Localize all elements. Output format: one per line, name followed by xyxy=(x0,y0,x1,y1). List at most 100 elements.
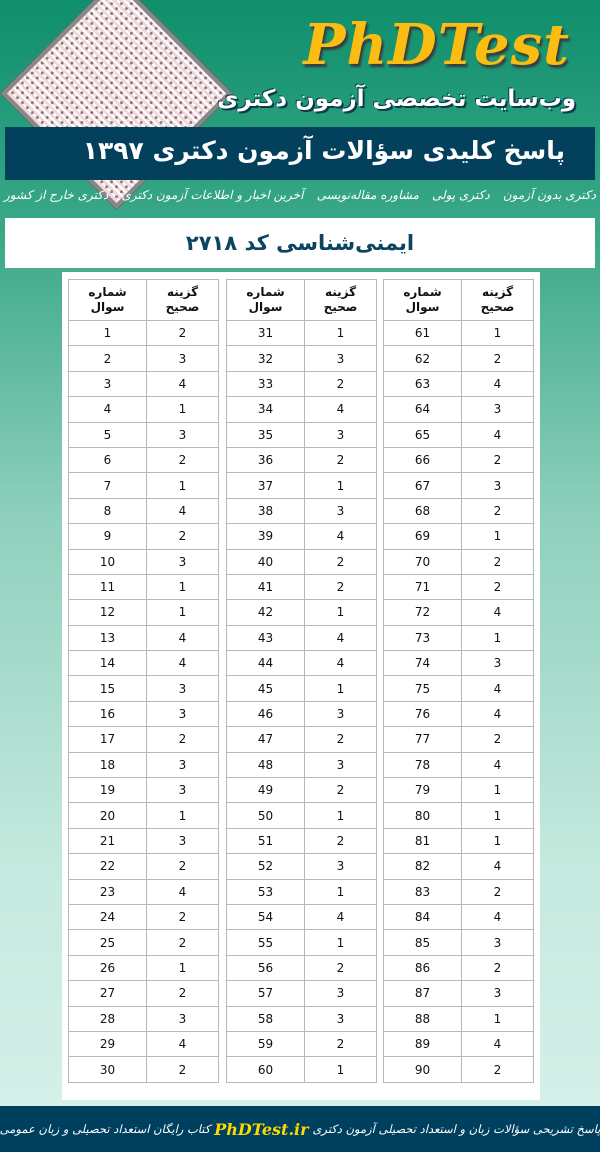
table-row: 41 2 xyxy=(226,573,377,601)
logo[interactable]: PhDTest xyxy=(303,12,570,78)
question-number: 89 xyxy=(383,1030,462,1058)
correct-option: 2 xyxy=(304,827,377,855)
table-row: 56 2 xyxy=(226,954,377,982)
question-number: 18 xyxy=(68,751,147,779)
question-number: 69 xyxy=(383,523,462,550)
footer-text-before[interactable]: پاسخ تشریحی سؤالات زبان و استعداد تحصیلی… xyxy=(312,1122,600,1136)
correct-option: 2 xyxy=(304,573,377,601)
nav-item[interactable]: مشاوره مقاله‌نویسی xyxy=(316,188,419,202)
table-row: 20 1 xyxy=(68,802,219,829)
table-row: 22 2 xyxy=(68,853,219,880)
correct-option: 1 xyxy=(146,802,219,829)
table-row: 80 1 xyxy=(383,802,534,829)
correct-option: 2 xyxy=(304,1030,377,1058)
table-row: 63 4 xyxy=(383,370,534,398)
nav-item[interactable]: دکتری خارج از کشور xyxy=(4,188,109,202)
question-number: 88 xyxy=(383,1005,462,1032)
correct-option: 2 xyxy=(146,853,219,880)
question-number: 48 xyxy=(226,751,305,779)
question-number: 45 xyxy=(226,675,305,702)
question-number: 37 xyxy=(226,472,305,499)
correct-option: 3 xyxy=(461,929,534,956)
question-number: 60 xyxy=(226,1056,305,1083)
question-number: 85 xyxy=(383,929,462,956)
correct-option: 2 xyxy=(146,903,219,931)
correct-option: 3 xyxy=(146,1005,219,1032)
question-number: 10 xyxy=(68,548,147,575)
question-number: 25 xyxy=(68,929,147,956)
correct-option: 1 xyxy=(461,523,534,550)
table-row: 43 4 xyxy=(226,624,377,652)
nav-item[interactable]: دکتری پولی xyxy=(432,188,490,202)
page-title: ایمنی‌شناسی کد ۲۷۱۸ xyxy=(185,231,415,255)
table-row: 46 3 xyxy=(226,700,377,728)
question-number: 33 xyxy=(226,370,305,398)
question-number: 49 xyxy=(226,777,305,804)
question-number: 75 xyxy=(383,675,462,702)
question-number: 55 xyxy=(226,929,305,956)
question-number: 31 xyxy=(226,319,305,347)
question-number: 61 xyxy=(383,319,462,347)
table-row: 76 4 xyxy=(383,700,534,728)
question-number: 32 xyxy=(226,345,305,372)
table-row: 10 3 xyxy=(68,548,219,575)
correct-option: 4 xyxy=(461,421,534,448)
page-title-box: ایمنی‌شناسی کد ۲۷۱۸ xyxy=(5,218,595,268)
correct-option: 4 xyxy=(304,903,377,931)
question-number: 77 xyxy=(383,726,462,753)
correct-option: 4 xyxy=(146,370,219,398)
table-row: 85 3 xyxy=(383,929,534,956)
table-row: 26 1 xyxy=(68,954,219,982)
question-number: 81 xyxy=(383,827,462,855)
question-number: 3 xyxy=(68,370,147,398)
header-question-number: شماره سوال xyxy=(383,279,462,321)
question-number: 38 xyxy=(226,497,305,525)
question-number: 82 xyxy=(383,853,462,880)
table-row: 15 3 xyxy=(68,675,219,702)
question-number: 28 xyxy=(68,1005,147,1032)
question-number: 74 xyxy=(383,650,462,677)
table-row: 52 3 xyxy=(226,853,377,880)
correct-option: 3 xyxy=(461,396,534,423)
correct-option: 2 xyxy=(304,954,377,982)
table-row: 51 2 xyxy=(226,827,377,855)
question-number: 21 xyxy=(68,827,147,855)
nav-item[interactable]: آخرین اخبار و اطلاعات آزمون دکتری xyxy=(121,188,304,202)
correct-option: 1 xyxy=(461,777,534,804)
table-row: 30 2 xyxy=(68,1056,219,1083)
answer-key-panel: شماره سوال گزینه صحیح 1 2 2 3 3 4 4 1 5 3 6 2 7 1 8 4 9 2 10 3 1… xyxy=(62,272,540,1100)
table-row: 40 2 xyxy=(226,548,377,575)
table-row: 89 4 xyxy=(383,1030,534,1058)
correct-option: 4 xyxy=(146,1030,219,1058)
question-number: 5 xyxy=(68,421,147,448)
correct-option: 2 xyxy=(146,726,219,753)
header-row: شماره سوال گزینه صحیح xyxy=(383,279,534,321)
table-row: 87 3 xyxy=(383,980,534,1007)
correct-option: 4 xyxy=(461,1030,534,1058)
question-number: 73 xyxy=(383,624,462,652)
table-row: 18 3 xyxy=(68,751,219,779)
correct-option: 2 xyxy=(461,548,534,575)
footer-brand[interactable]: PhDTest.ir xyxy=(214,1119,309,1139)
correct-option: 3 xyxy=(304,980,377,1007)
table-row: 32 3 xyxy=(226,345,377,372)
table-row: 31 1 xyxy=(226,319,377,347)
question-number: 13 xyxy=(68,624,147,652)
question-number: 35 xyxy=(226,421,305,448)
question-number: 16 xyxy=(68,700,147,728)
table-row: 90 2 xyxy=(383,1056,534,1083)
table-row: 84 4 xyxy=(383,903,534,931)
table-row: 11 1 xyxy=(68,573,219,601)
question-number: 4 xyxy=(68,396,147,423)
table-row: 82 4 xyxy=(383,853,534,880)
footer-text-after[interactable]: کتاب رایگان استعداد تحصیلی و زبان عمومی xyxy=(0,1122,211,1136)
table-row: 65 4 xyxy=(383,421,534,448)
nav-item[interactable]: دکتری بدون آزمون xyxy=(502,188,596,202)
question-number: 11 xyxy=(68,573,147,601)
header-row: شماره سوال گزینه صحیح xyxy=(68,279,219,321)
footer-bar[interactable]: پاسخ تشریحی سؤالات زبان و استعداد تحصیلی… xyxy=(0,1106,600,1152)
correct-option: 1 xyxy=(304,319,377,347)
